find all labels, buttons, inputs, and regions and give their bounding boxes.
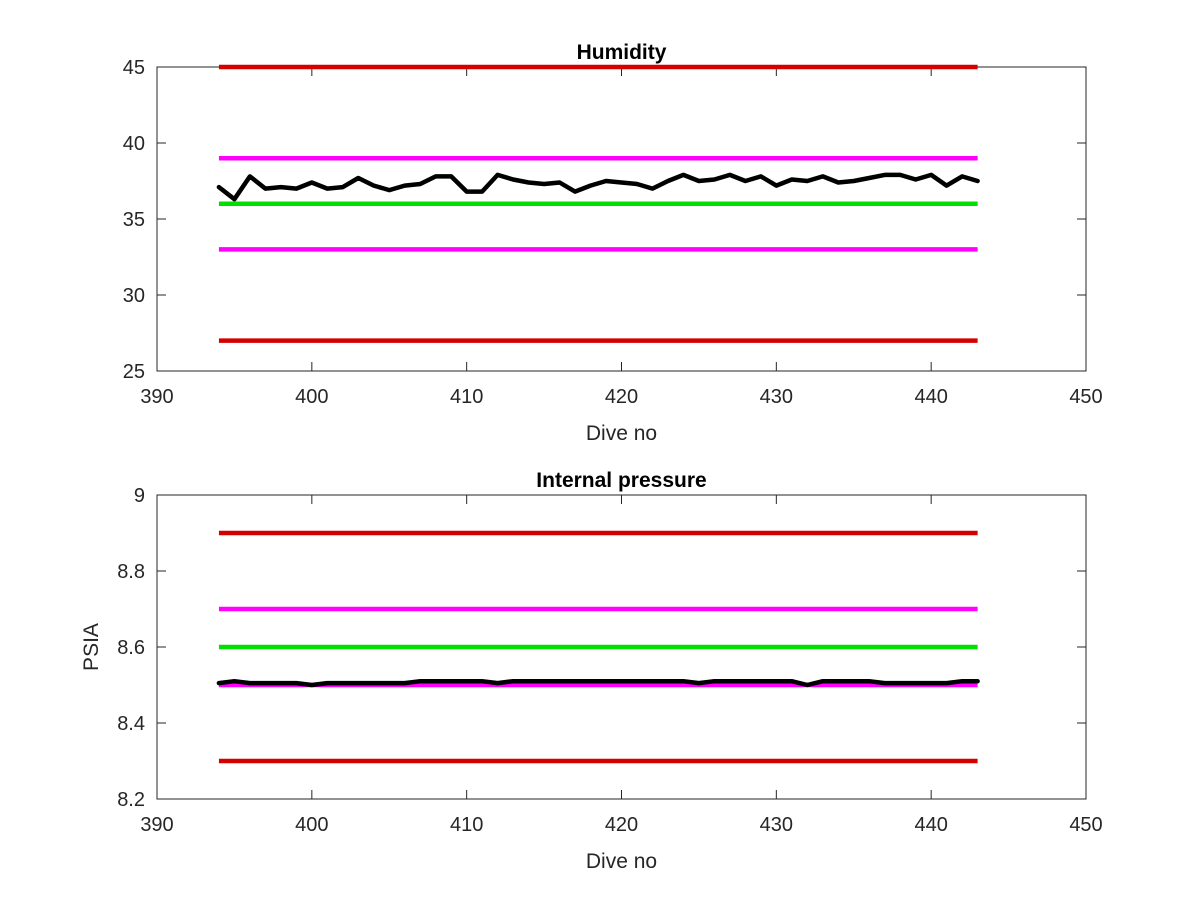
y-tick-label: 25 xyxy=(123,361,145,383)
y-axis-label: PSIA xyxy=(80,623,103,671)
x-tick-label: 410 xyxy=(450,814,483,836)
x-tick-label: 440 xyxy=(914,814,947,836)
x-tick-label: 390 xyxy=(140,814,173,836)
x-tick-label: 440 xyxy=(914,386,947,408)
y-tick-label: 8.2 xyxy=(117,789,145,811)
series-line xyxy=(216,172,980,202)
y-tick-label: 40 xyxy=(123,133,145,155)
x-tick-label: 390 xyxy=(140,386,173,408)
humidity-plot: 390 400 410 420 430 440 450 25 30 35 40 45 Humidity D… xyxy=(123,41,1103,445)
axes-frame xyxy=(156,66,1087,372)
y-tick-label: 8.6 xyxy=(117,637,145,659)
plot-title: Humidity xyxy=(577,41,667,64)
y-tick-label: 45 xyxy=(123,57,145,79)
x-tick-label: 450 xyxy=(1069,386,1102,408)
x-tick-label: 410 xyxy=(450,386,483,408)
x-axis-label: Dive no xyxy=(586,850,657,873)
x-tick-label: 450 xyxy=(1069,814,1102,836)
x-tick-label: 420 xyxy=(605,814,638,836)
x-tick-label: 400 xyxy=(295,386,328,408)
y-tick-label: 8.4 xyxy=(117,713,145,735)
x-tick-label: 430 xyxy=(760,386,793,408)
series-line xyxy=(216,678,980,688)
x-tick-label: 420 xyxy=(605,386,638,408)
x-tick-label: 430 xyxy=(760,814,793,836)
y-tick-label: 35 xyxy=(123,209,145,231)
plot-title: Internal pressure xyxy=(536,469,706,492)
y-tick-label: 8.8 xyxy=(117,561,145,583)
x-tick-label: 400 xyxy=(295,814,328,836)
y-tick-label: 30 xyxy=(123,285,145,307)
x-axis-label: Dive no xyxy=(586,422,657,445)
internal-pressure-plot: 390 400 410 420 430 440 450 8.2 8.4 8.6 8.8 9 Intern… xyxy=(80,469,1103,873)
y-tick-label: 9 xyxy=(134,485,145,507)
